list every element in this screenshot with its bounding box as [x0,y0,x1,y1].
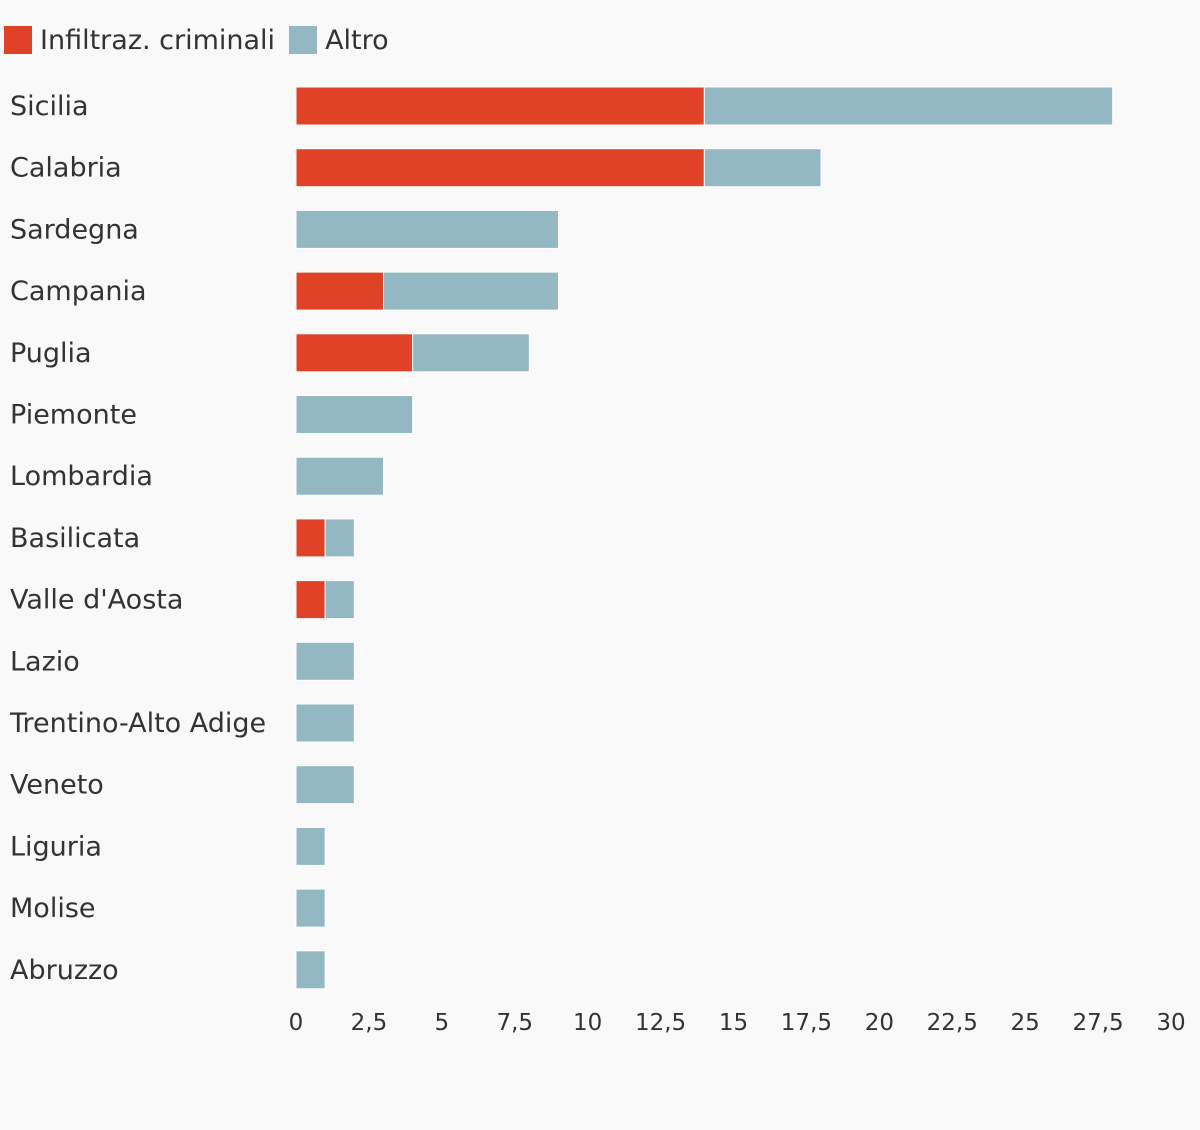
bar-molise-altro [295,888,326,928]
category-label-lombardia: Lombardia [10,461,153,492]
legend-label-altro: Altro [325,24,389,56]
bar-lazio-altro [295,641,355,681]
bar-trentino-alto-adige-altro [295,703,355,743]
bar-sardegna-altro [295,209,559,249]
x-tick-label: 10 [573,1010,602,1036]
category-label-campania: Campania [10,276,147,307]
x-tick-label: 27,5 [1072,1010,1123,1036]
bar-valle-d-aosta-infiltraz-criminali [295,580,326,620]
x-tick-label: 7,5 [496,1010,533,1036]
legend-item-altro: Altro [289,25,389,56]
category-label-piemonte: Piemonte [10,400,137,431]
bar-calabria-infiltraz-criminali [295,148,705,188]
category-label-trentino-alto-adige: Trentino-Alto Adige [9,708,266,739]
bar-basilicata-infiltraz-criminali [295,518,326,558]
x-tick-label: 20 [865,1010,894,1036]
bar-sicilia-altro [703,86,1114,126]
x-tick-label: 17,5 [781,1010,832,1036]
category-label-valle-d-aosta: Valle d'Aosta [10,585,183,616]
bar-campania-infiltraz-criminali [295,271,384,311]
category-label-lazio: Lazio [10,646,80,677]
x-tick-label: 25 [1011,1010,1040,1036]
legend-swatch-altro [289,26,318,54]
category-label-calabria: Calabria [10,153,122,184]
bar-piemonte-altro [295,395,414,434]
bar-lombardia-altro [295,456,384,496]
x-tick-label: 30 [1156,1010,1185,1036]
legend-label-infiltrazioni: Infiltraz. criminali [40,24,276,56]
x-tick-label: 5 [435,1010,450,1036]
category-label-abruzzo: Abruzzo [10,955,119,986]
category-label-liguria: Liguria [10,831,102,862]
bar-puglia-infiltraz-criminali [295,333,414,373]
category-label-sardegna: Sardegna [10,214,139,245]
bar-abruzzo-altro [295,950,326,990]
bar-valle-d-aosta-altro [324,580,355,620]
bar-basilicata-altro [324,518,355,558]
x-tick-label: 2,5 [351,1010,388,1036]
category-label-puglia: Puglia [10,338,92,369]
legend: Infiltraz. criminali Altro [4,24,403,56]
bar-sicilia-infiltraz-criminali [295,86,705,126]
x-tick-label: 0 [289,1010,304,1036]
x-tick-label: 12,5 [635,1010,686,1036]
legend-item-infiltrazioni: Infiltraz. criminali [4,25,275,56]
category-label-molise: Molise [10,893,96,924]
x-tick-label: 15 [719,1010,748,1036]
bar-veneto-altro [295,765,355,805]
bar-calabria-altro [703,148,822,188]
bar-liguria-altro [295,826,326,866]
x-tick-label: 22,5 [927,1010,978,1036]
legend-swatch-infiltrazioni [4,26,32,54]
bar-campania-altro [383,271,559,311]
bar-puglia-altro [412,333,530,373]
category-label-basilicata: Basilicata [10,523,140,554]
category-label-sicilia: Sicilia [10,91,89,122]
category-label-veneto: Veneto [10,770,104,801]
